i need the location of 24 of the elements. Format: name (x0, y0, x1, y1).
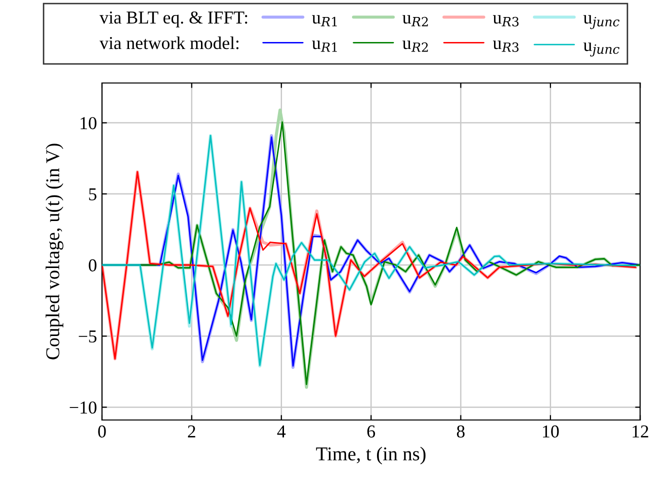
x-tick-label: 2 (188, 425, 196, 438)
legend-label: u$_{R2}$ (402, 40, 428, 52)
y-tick-label: −10 (70, 401, 96, 414)
legend-label: u$_{junc}$ (583, 15, 620, 30)
legend-label: u$_{junc}$ (583, 42, 620, 57)
y-tick-label: 5 (89, 188, 96, 200)
x-axis-title: Time, t (in ns) (316, 446, 426, 464)
legend-label: u$_{R1}$ (312, 15, 337, 26)
legend-label: u$_{R3}$ (492, 40, 519, 52)
text: via BLT eq. & IFFT: (100, 11, 248, 28)
y-axis-title: Coupled voltage, u(t) (in V) (46, 144, 64, 360)
legend-label: u$_{R1}$ (312, 40, 337, 52)
text: via network model: (100, 36, 238, 50)
x-tick-label: 12 (632, 425, 648, 438)
y-tick-label: −5 (78, 330, 96, 343)
x-tick-label: 10 (543, 425, 559, 438)
y-tick-label: 10 (80, 117, 96, 130)
x-tick-label: 8 (456, 425, 465, 438)
x-tick-label: 6 (367, 425, 376, 438)
legend-label: u$_{R2}$ (402, 15, 428, 26)
y-tick-label: 0 (88, 259, 96, 272)
legend-label: u$_{R3}$ (492, 15, 519, 26)
x-tick-label: 4 (277, 426, 286, 438)
x-tick-label: 0 (98, 425, 106, 438)
